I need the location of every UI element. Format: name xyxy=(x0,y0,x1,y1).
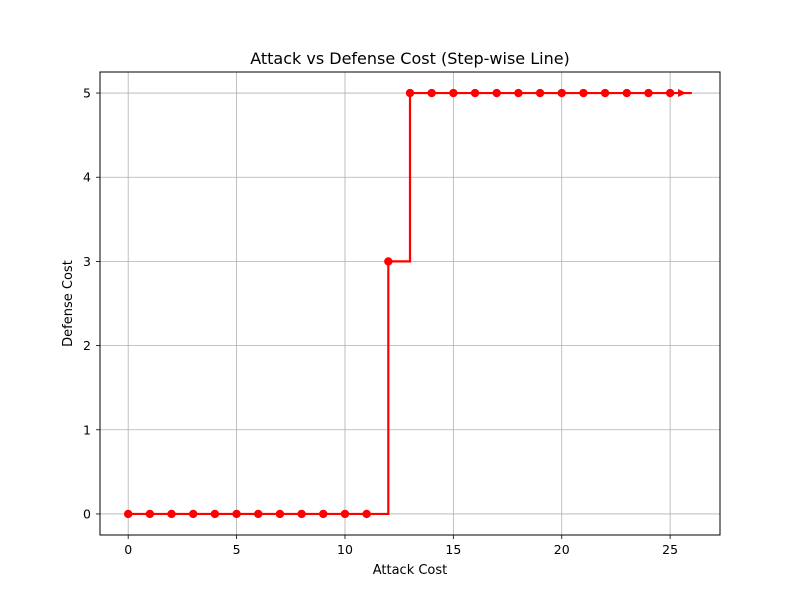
data-point xyxy=(362,509,371,519)
y-tick-label: 4 xyxy=(83,170,91,185)
y-axis-label: Defense Cost xyxy=(61,260,76,347)
data-point xyxy=(275,509,285,519)
data-point xyxy=(340,509,350,519)
data-point xyxy=(514,88,523,98)
data-point xyxy=(297,509,306,519)
data-point xyxy=(535,88,545,98)
x-tick-label: 25 xyxy=(662,542,678,557)
data-point xyxy=(319,509,328,519)
x-axis-label: Attack Cost xyxy=(373,563,448,578)
data-point xyxy=(254,509,263,519)
chart-title: Attack vs Defense Cost (Step-wise Line) xyxy=(250,49,570,68)
data-point xyxy=(384,257,393,266)
x-tick-label: 0 xyxy=(124,542,132,557)
series-end-arrow-marker xyxy=(678,89,687,98)
data-point xyxy=(210,509,220,519)
axis-ticks: 0 5 10 15 20 25 0 1 2 3 4 5 xyxy=(83,86,678,557)
data-point xyxy=(644,88,653,98)
data-point xyxy=(622,88,631,98)
data-point xyxy=(189,509,198,519)
x-tick-label: 20 xyxy=(554,542,570,557)
data-point xyxy=(232,509,241,519)
plot-frame xyxy=(99,71,721,536)
data-point xyxy=(449,88,458,98)
data-point xyxy=(600,88,610,98)
y-tick-label: 0 xyxy=(83,506,91,521)
data-point xyxy=(405,88,415,98)
data-point xyxy=(167,509,176,519)
data-point xyxy=(557,88,566,98)
data-point xyxy=(492,88,501,98)
data-point xyxy=(579,88,588,98)
data-point xyxy=(123,509,133,519)
x-tick-label: 5 xyxy=(233,542,241,557)
y-tick-label: 1 xyxy=(83,422,91,437)
y-tick-label: 3 xyxy=(83,254,91,269)
x-tick-label: 15 xyxy=(445,542,461,557)
data-point xyxy=(427,88,436,98)
series xyxy=(123,88,692,519)
x-tick-label: 10 xyxy=(337,542,353,557)
data-point xyxy=(470,88,480,98)
series-line xyxy=(128,91,692,516)
y-tick-label: 2 xyxy=(83,338,91,353)
data-point xyxy=(665,88,675,98)
y-tick-label: 5 xyxy=(83,86,91,101)
data-point xyxy=(145,509,155,519)
